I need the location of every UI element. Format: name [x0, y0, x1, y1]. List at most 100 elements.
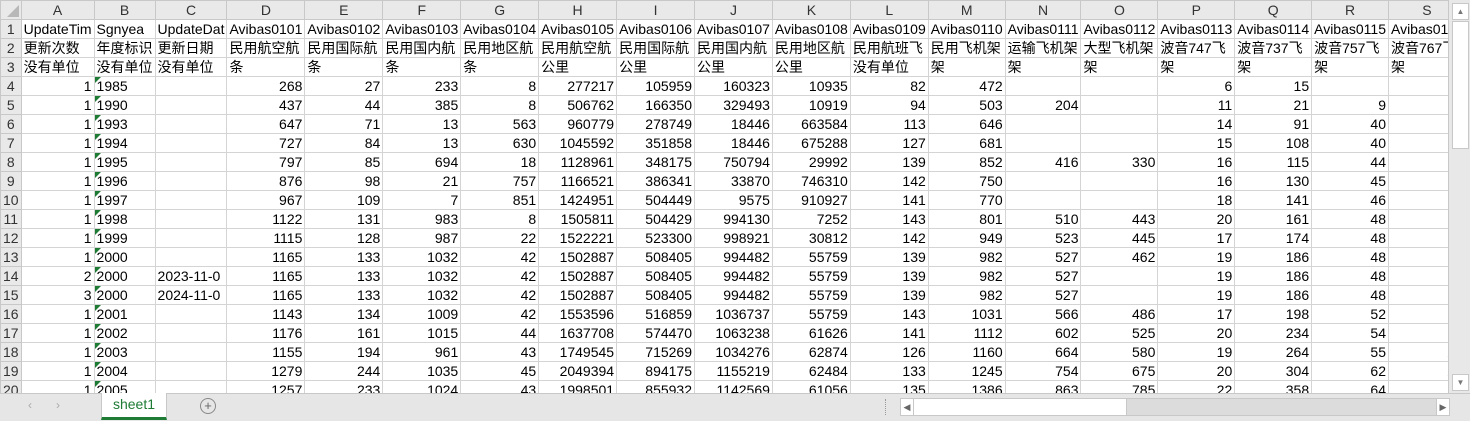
cell-p10[interactable]: 18 — [1157, 190, 1236, 210]
cell-o6[interactable] — [1080, 114, 1159, 134]
cell-b3[interactable]: 没有单位 — [93, 57, 156, 77]
cell-c10[interactable] — [154, 190, 228, 210]
cell-q18[interactable]: 264 — [1234, 342, 1313, 362]
cell-r7[interactable]: 40 — [1311, 133, 1389, 153]
cell-s7[interactable]: 16 — [1387, 133, 1448, 153]
cell-g2[interactable]: 民用地区航 — [460, 38, 540, 58]
cell-i18[interactable]: 715269 — [616, 342, 695, 362]
cell-k12[interactable]: 30812 — [771, 228, 851, 248]
row-header[interactable]: 19 — [0, 361, 22, 381]
cell-g7[interactable]: 630 — [460, 133, 540, 153]
cell-h18[interactable]: 1749545 — [538, 342, 618, 362]
cell-e11[interactable]: 131 — [304, 209, 384, 229]
cell-n18[interactable]: 664 — [1004, 342, 1082, 362]
row-header[interactable]: 9 — [0, 171, 22, 191]
cell-g12[interactable]: 22 — [460, 228, 540, 248]
row-header[interactable]: 10 — [0, 190, 22, 210]
cell-d11[interactable]: 1122 — [226, 209, 306, 229]
cell-f20[interactable]: 1024 — [382, 380, 462, 393]
cell-n9[interactable] — [1004, 171, 1082, 191]
cell-f15[interactable]: 1032 — [382, 285, 462, 305]
cell-h17[interactable]: 1637708 — [538, 323, 618, 343]
cell-r11[interactable]: 48 — [1311, 209, 1389, 229]
scroll-right-icon[interactable]: ▶ — [1436, 399, 1449, 415]
cell-c7[interactable] — [154, 133, 228, 153]
cell-a7[interactable]: 1 — [20, 133, 95, 153]
cell-j5[interactable]: 329493 — [694, 95, 773, 115]
cell-f10[interactable]: 7 — [382, 190, 462, 210]
column-header-l[interactable]: L — [849, 0, 929, 20]
next-sheet-icon[interactable]: › — [56, 398, 60, 412]
cell-c16[interactable] — [154, 304, 228, 324]
horizontal-scrollbar[interactable]: ◀ ▶ — [900, 398, 1450, 416]
column-header-s[interactable]: S — [1387, 0, 1448, 20]
cell-e3[interactable]: 条 — [304, 57, 384, 77]
cell-o13[interactable]: 462 — [1080, 247, 1159, 267]
column-header-c[interactable]: C — [154, 0, 228, 20]
cell-p8[interactable]: 16 — [1157, 152, 1236, 172]
cell-s14[interactable]: 16 — [1387, 266, 1448, 286]
cell-j15[interactable]: 994482 — [694, 285, 773, 305]
cell-d10[interactable]: 967 — [226, 190, 306, 210]
cell-a13[interactable]: 1 — [20, 247, 95, 267]
cell-o5[interactable] — [1080, 95, 1159, 115]
column-header-g[interactable]: G — [460, 0, 540, 20]
cell-i8[interactable]: 348175 — [616, 152, 695, 172]
cell-h9[interactable]: 1166521 — [538, 171, 618, 191]
cell-e18[interactable]: 194 — [304, 342, 384, 362]
cell-q6[interactable]: 91 — [1234, 114, 1313, 134]
cell-p11[interactable]: 20 — [1157, 209, 1236, 229]
cell-e1[interactable]: Avibas0102 — [304, 19, 384, 39]
cell-o19[interactable]: 675 — [1080, 361, 1159, 381]
cell-j10[interactable]: 9575 — [694, 190, 773, 210]
cell-a18[interactable]: 1 — [20, 342, 95, 362]
cell-n15[interactable]: 527 — [1004, 285, 1082, 305]
cell-s18[interactable]: 22 — [1387, 342, 1448, 362]
cell-n11[interactable]: 510 — [1004, 209, 1082, 229]
cell-p6[interactable]: 14 — [1157, 114, 1236, 134]
cell-i10[interactable]: 504449 — [616, 190, 695, 210]
scroll-down-icon[interactable]: ▼ — [1452, 374, 1469, 391]
cell-l13[interactable]: 139 — [849, 247, 929, 267]
cell-i5[interactable]: 166350 — [616, 95, 695, 115]
cell-n20[interactable]: 863 — [1004, 380, 1082, 393]
cell-p1[interactable]: Avibas0113 — [1157, 19, 1236, 39]
cell-g8[interactable]: 18 — [460, 152, 540, 172]
cell-l6[interactable]: 113 — [849, 114, 929, 134]
cell-j17[interactable]: 1063238 — [694, 323, 773, 343]
cell-g14[interactable]: 42 — [460, 266, 540, 286]
cell-e8[interactable]: 85 — [304, 152, 384, 172]
cell-m15[interactable]: 982 — [927, 285, 1006, 305]
cell-o14[interactable] — [1080, 266, 1159, 286]
cell-r6[interactable]: 40 — [1311, 114, 1389, 134]
cell-o15[interactable] — [1080, 285, 1159, 305]
cell-f6[interactable]: 13 — [382, 114, 462, 134]
cell-g16[interactable]: 42 — [460, 304, 540, 324]
cell-l20[interactable]: 135 — [849, 380, 929, 393]
cell-f12[interactable]: 987 — [382, 228, 462, 248]
cell-p17[interactable]: 20 — [1157, 323, 1236, 343]
cell-g3[interactable]: 条 — [460, 57, 540, 77]
cell-k4[interactable]: 10935 — [771, 76, 851, 96]
cell-h1[interactable]: Avibas0105 — [538, 19, 618, 39]
cell-k7[interactable]: 675288 — [771, 133, 851, 153]
cell-r13[interactable]: 48 — [1311, 247, 1389, 267]
cell-e9[interactable]: 98 — [304, 171, 384, 191]
row-header[interactable]: 13 — [0, 247, 22, 267]
cell-q3[interactable]: 架 — [1234, 57, 1313, 77]
column-header-e[interactable]: E — [304, 0, 384, 20]
cell-m17[interactable]: 1112 — [927, 323, 1006, 343]
cell-l15[interactable]: 139 — [849, 285, 929, 305]
cell-d3[interactable]: 条 — [226, 57, 306, 77]
cell-b1[interactable]: Sgnyea — [93, 19, 156, 39]
plus-circle-icon[interactable]: + — [200, 398, 216, 414]
row-header[interactable]: 11 — [0, 209, 22, 229]
cell-c17[interactable] — [154, 323, 228, 343]
cell-n4[interactable] — [1004, 76, 1082, 96]
cell-q8[interactable]: 115 — [1234, 152, 1313, 172]
row-header[interactable]: 7 — [0, 133, 22, 153]
cell-i7[interactable]: 351858 — [616, 133, 695, 153]
cell-m19[interactable]: 1245 — [927, 361, 1006, 381]
cell-a6[interactable]: 1 — [20, 114, 95, 134]
cell-l16[interactable]: 143 — [849, 304, 929, 324]
